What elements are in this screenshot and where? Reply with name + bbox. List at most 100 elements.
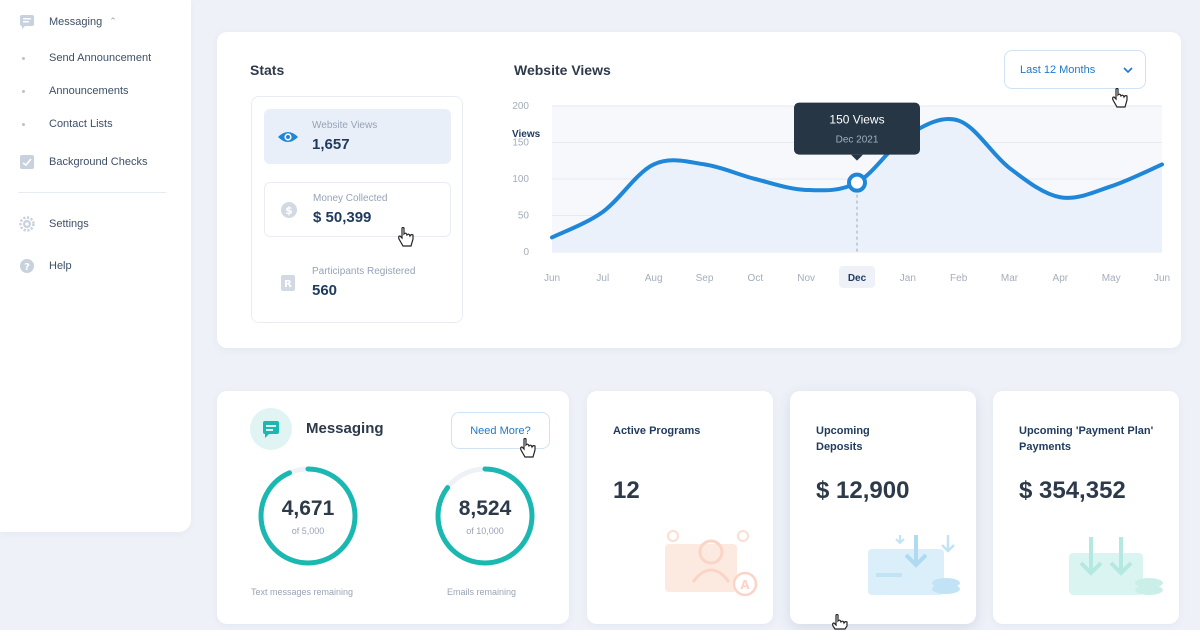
sidebar-item-label: Help	[49, 259, 72, 272]
sidebar-subitem-label: Contact Lists	[49, 118, 113, 130]
sidebar-item-help[interactable]: ? Help	[18, 257, 72, 274]
stat-value: $ 50,399	[313, 209, 372, 226]
sidebar-subitem-label: Send Announcement	[49, 52, 152, 64]
payment-illustration-icon	[1069, 537, 1163, 595]
tooltip-date: Dec 2021	[836, 135, 879, 146]
sidebar-subitem-label: Announcements	[49, 85, 129, 97]
y-tick-label: 100	[512, 174, 529, 185]
programs-illustration-icon: A	[665, 530, 758, 597]
sidebar-subitem-announcements[interactable]: Announcements	[22, 85, 129, 97]
gauge-caption: Emails remaining	[447, 587, 517, 597]
x-tick-label: Dec	[848, 273, 867, 284]
x-tick-label: Jun	[1154, 273, 1170, 284]
gauge-caption: Text messages remaining	[251, 587, 354, 597]
upcoming-payment-plan-card[interactable]: Upcoming 'Payment Plan' Payments $ 354,3…	[993, 391, 1179, 624]
need-more-button[interactable]: Need More?	[451, 412, 550, 449]
stats-panel: Stats Website Views 1,657 $ Money Collec…	[217, 32, 1181, 348]
gauge-progress-arc	[435, 466, 535, 566]
metric-value: $ 12,900	[816, 477, 910, 504]
gear-icon	[18, 215, 35, 232]
highlighted-tick-background	[839, 266, 875, 288]
deposit-illustration-icon	[868, 535, 960, 595]
chevron-down-icon	[1123, 64, 1133, 76]
website-views-title: Website Views	[514, 62, 611, 78]
x-tick-label: Jan	[900, 273, 916, 284]
date-range-label: Last 12 Months	[1020, 63, 1096, 76]
chat-icon	[18, 13, 35, 30]
website-views-chart[interactable]: Views 0 50 100 150 200 Jun Jul Aug Sep Oct Nov Dec Ja…	[497, 94, 1172, 334]
hand-cursor-icon	[1112, 88, 1128, 108]
text-messages-gauge: 4,671 of 5,000	[256, 464, 360, 568]
metric-title: Active Programs	[613, 425, 701, 437]
sidebar-divider	[18, 192, 166, 193]
svg-text:?: ?	[24, 262, 30, 273]
y-tick-label: 200	[512, 101, 529, 112]
sidebar-item-background-checks[interactable]: Background Checks	[18, 153, 147, 170]
svg-text:R: R	[284, 279, 292, 290]
metric-title: Upcoming Deposits	[816, 425, 870, 453]
svg-text:$: $	[285, 204, 293, 217]
x-tick-label: Jul	[596, 273, 609, 284]
sidebar-subitem-send-announcement[interactable]: Send Announcement	[22, 52, 151, 64]
stat-value: 560	[312, 282, 338, 299]
checklist-icon	[18, 153, 35, 170]
help-icon: ?	[18, 257, 35, 274]
hand-cursor-icon	[398, 227, 414, 247]
sidebar-subitem-contact-lists[interactable]: Contact Lists	[22, 118, 113, 130]
stat-label: Participants Registered	[312, 266, 416, 277]
date-range-dropdown[interactable]: Last 12 Months	[1004, 50, 1146, 89]
y-tick-label: 0	[523, 247, 529, 258]
tooltip-box	[794, 102, 920, 155]
messaging-card: Messaging Need More? 4,671 of 5,000 Text…	[217, 391, 569, 624]
y-tick-label: 50	[518, 211, 530, 222]
x-tick-label: Aug	[645, 273, 663, 284]
active-programs-card[interactable]: Active Programs 12 A	[587, 391, 773, 624]
sidebar-item-label: Background Checks	[49, 155, 148, 168]
gauge-total: of 5,000	[291, 525, 325, 536]
sidebar-item-settings[interactable]: Settings	[18, 215, 89, 232]
stat-value: 1,657	[312, 136, 350, 153]
gauge-total: of 10,000	[466, 525, 504, 536]
svg-text:A: A	[740, 578, 750, 592]
x-tick-label: Apr	[1053, 273, 1069, 284]
hand-cursor-icon	[832, 614, 848, 630]
stat-label: Money Collected	[313, 193, 388, 204]
x-tick-label: Sep	[696, 273, 714, 284]
x-tick-label: Jun	[544, 273, 560, 284]
bullet-dot	[22, 89, 25, 93]
stat-website-views[interactable]: Website Views 1,657	[264, 109, 451, 164]
tooltip-pointer	[851, 154, 863, 161]
stats-title: Stats	[250, 62, 285, 78]
metric-value: 12	[613, 477, 640, 504]
messaging-icon	[250, 408, 292, 450]
gauge-value: 4,671	[281, 496, 335, 520]
upcoming-deposits-card[interactable]: Upcoming Deposits $ 12,900	[790, 391, 976, 624]
y-axis-label: Views	[512, 129, 541, 140]
x-tick-label: Feb	[950, 273, 968, 284]
eye-icon	[264, 130, 312, 144]
gauge-value: 8,524	[458, 496, 512, 520]
stat-label: Website Views	[312, 120, 378, 131]
bullet-dot	[22, 56, 25, 60]
stat-money-collected[interactable]: $ Money Collected $ 50,399	[264, 182, 451, 237]
x-tick-label: May	[1102, 273, 1121, 284]
dollar-coin-icon: $	[265, 201, 313, 219]
gauge-progress-arc	[258, 466, 358, 566]
emails-gauge: 8,524 of 10,000	[433, 464, 537, 568]
sidebar: Messaging ⌃ Send Announcement Announceme…	[0, 0, 191, 532]
highlight-point	[847, 172, 867, 193]
x-tick-label: Mar	[1001, 273, 1019, 284]
tooltip-value: 150 Views	[829, 113, 884, 127]
bullet-dot	[22, 122, 25, 126]
metric-value: $ 354,352	[1019, 477, 1126, 504]
y-tick-label: 150	[512, 138, 529, 149]
registration-icon: R	[264, 274, 312, 292]
x-tick-label: Nov	[797, 273, 815, 284]
sidebar-item-label: Settings	[49, 217, 89, 230]
stat-participants-registered[interactable]: R Participants Registered 560	[264, 255, 451, 310]
messaging-title: Messaging	[306, 420, 384, 437]
sidebar-item-messaging[interactable]: Messaging ⌃	[18, 13, 117, 30]
sidebar-item-label: Messaging	[49, 15, 103, 28]
x-tick-label: Oct	[748, 273, 764, 284]
stats-list: Website Views 1,657 $ Money Collected $ …	[251, 96, 463, 323]
